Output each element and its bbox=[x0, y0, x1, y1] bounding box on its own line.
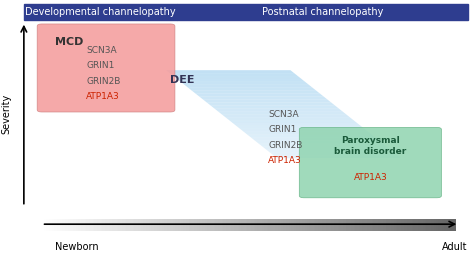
Text: MCD: MCD bbox=[55, 37, 83, 47]
Text: Newborn: Newborn bbox=[55, 242, 99, 252]
FancyBboxPatch shape bbox=[299, 127, 441, 198]
Polygon shape bbox=[237, 126, 365, 129]
Text: ATP1A3: ATP1A3 bbox=[86, 92, 120, 101]
Polygon shape bbox=[229, 120, 357, 123]
Text: GRIN2B: GRIN2B bbox=[268, 140, 302, 150]
Polygon shape bbox=[251, 138, 379, 140]
Polygon shape bbox=[192, 91, 320, 94]
Text: SCN3A: SCN3A bbox=[86, 46, 117, 55]
Polygon shape bbox=[221, 114, 350, 117]
Text: Adult: Adult bbox=[442, 242, 467, 252]
Polygon shape bbox=[173, 76, 301, 79]
Polygon shape bbox=[207, 102, 335, 105]
Polygon shape bbox=[240, 129, 368, 132]
Polygon shape bbox=[196, 94, 324, 97]
Polygon shape bbox=[181, 82, 309, 85]
Polygon shape bbox=[273, 155, 401, 158]
Text: GRIN2B: GRIN2B bbox=[86, 77, 120, 86]
Polygon shape bbox=[200, 97, 328, 100]
Text: ATP1A3: ATP1A3 bbox=[354, 173, 387, 182]
FancyBboxPatch shape bbox=[24, 4, 177, 20]
Polygon shape bbox=[218, 111, 346, 114]
FancyBboxPatch shape bbox=[37, 24, 175, 112]
Polygon shape bbox=[210, 105, 338, 108]
Polygon shape bbox=[262, 147, 391, 149]
Polygon shape bbox=[255, 140, 383, 144]
Polygon shape bbox=[233, 123, 361, 126]
Polygon shape bbox=[184, 85, 313, 88]
Text: DEE: DEE bbox=[171, 75, 195, 85]
Polygon shape bbox=[244, 132, 372, 135]
Polygon shape bbox=[166, 70, 294, 73]
Polygon shape bbox=[247, 135, 375, 138]
Text: GRIN1: GRIN1 bbox=[268, 125, 297, 134]
Polygon shape bbox=[270, 152, 398, 155]
Text: SCN3A: SCN3A bbox=[268, 110, 299, 119]
Polygon shape bbox=[170, 73, 298, 76]
Text: Developmental channelopathy: Developmental channelopathy bbox=[25, 7, 176, 17]
Polygon shape bbox=[214, 108, 342, 111]
Text: Postnatal channelopathy: Postnatal channelopathy bbox=[262, 7, 383, 17]
Text: Severity: Severity bbox=[1, 94, 11, 134]
Polygon shape bbox=[225, 117, 353, 120]
Polygon shape bbox=[266, 149, 394, 152]
Polygon shape bbox=[188, 88, 316, 91]
Text: GRIN1: GRIN1 bbox=[86, 61, 114, 70]
Polygon shape bbox=[259, 144, 387, 147]
Text: ATP1A3: ATP1A3 bbox=[268, 156, 302, 165]
Text: Paroxysmal
brain disorder: Paroxysmal brain disorder bbox=[334, 136, 407, 156]
Polygon shape bbox=[177, 79, 305, 82]
Polygon shape bbox=[203, 100, 331, 102]
FancyBboxPatch shape bbox=[177, 4, 468, 20]
